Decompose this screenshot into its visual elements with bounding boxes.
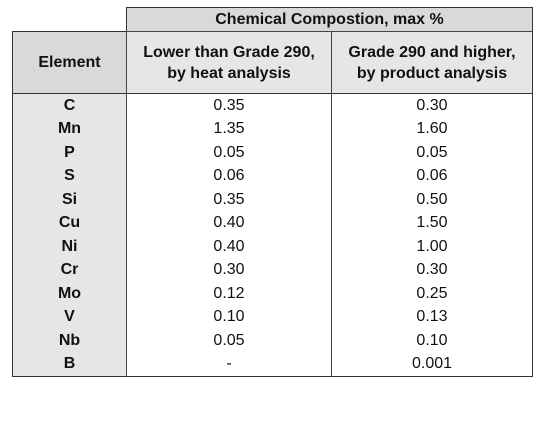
table-row: Mn 1.35 1.60	[12, 117, 533, 141]
element-cell: Cr	[12, 258, 127, 282]
element-cell: Mo	[12, 282, 127, 306]
blank-corner-cell	[12, 7, 127, 32]
higher-grade-header-line2: by product analysis	[356, 64, 508, 82]
heat-analysis-value: -	[126, 352, 332, 377]
header-row: Element Lower than Grade 290, by heat an…	[12, 31, 533, 94]
table-row: Cr 0.30 0.30	[12, 258, 533, 282]
element-cell: S	[12, 164, 127, 188]
chemical-composition-table: Chemical Compostion, max % Element Lower…	[12, 7, 533, 377]
heat-analysis-value: 0.40	[126, 211, 332, 235]
grade-290-and-higher-header: Grade 290 and higher, by product analysi…	[331, 31, 533, 94]
product-analysis-value: 0.10	[331, 329, 533, 353]
element-cell: Cu	[12, 211, 127, 235]
table-row: Cu 0.40 1.50	[12, 211, 533, 235]
product-analysis-value: 1.60	[331, 117, 533, 141]
table-row: Ni 0.40 1.00	[12, 235, 533, 259]
lower-than-grade-290-header: Lower than Grade 290, by heat analysis	[126, 31, 332, 94]
heat-analysis-value: 0.10	[126, 305, 332, 329]
higher-grade-header-line1: Grade 290 and higher,	[348, 43, 516, 61]
heat-analysis-value: 1.35	[126, 117, 332, 141]
title-row: Chemical Compostion, max %	[12, 7, 533, 32]
heat-analysis-value: 0.35	[126, 188, 332, 212]
table-title: Chemical Compostion, max %	[126, 7, 533, 32]
table-row: Nb 0.05 0.10	[12, 329, 533, 353]
element-cell: C	[12, 93, 127, 118]
table-row: S 0.06 0.06	[12, 164, 533, 188]
heat-analysis-value: 0.40	[126, 235, 332, 259]
heat-analysis-value: 0.06	[126, 164, 332, 188]
chemical-composition-table-container: Chemical Compostion, max % Element Lower…	[12, 7, 533, 418]
product-analysis-value: 1.50	[331, 211, 533, 235]
element-cell: B	[12, 352, 127, 377]
product-analysis-value: 0.13	[331, 305, 533, 329]
table-row: Si 0.35 0.50	[12, 188, 533, 212]
element-cell: Si	[12, 188, 127, 212]
product-analysis-value: 1.00	[331, 235, 533, 259]
table-row: B - 0.001	[12, 352, 533, 377]
product-analysis-value: 0.30	[331, 93, 533, 118]
element-cell: Nb	[12, 329, 127, 353]
element-column-header: Element	[12, 31, 127, 94]
element-cell: Ni	[12, 235, 127, 259]
product-analysis-value: 0.05	[331, 141, 533, 165]
heat-analysis-value: 0.35	[126, 93, 332, 118]
table-row: Mo 0.12 0.25	[12, 282, 533, 306]
product-analysis-value: 0.50	[331, 188, 533, 212]
product-analysis-value: 0.001	[331, 352, 533, 377]
table-row: V 0.10 0.13	[12, 305, 533, 329]
element-cell: Mn	[12, 117, 127, 141]
product-analysis-value: 0.25	[331, 282, 533, 306]
lower-grade-header-line2: by heat analysis	[167, 64, 291, 82]
element-cell: V	[12, 305, 127, 329]
product-analysis-value: 0.06	[331, 164, 533, 188]
heat-analysis-value: 0.12	[126, 282, 332, 306]
table-row: C 0.35 0.30	[12, 93, 533, 118]
heat-analysis-value: 0.05	[126, 141, 332, 165]
table-row: P 0.05 0.05	[12, 141, 533, 165]
element-cell: P	[12, 141, 127, 165]
heat-analysis-value: 0.30	[126, 258, 332, 282]
product-analysis-value: 0.30	[331, 258, 533, 282]
lower-grade-header-line1: Lower than Grade 290,	[143, 43, 315, 61]
heat-analysis-value: 0.05	[126, 329, 332, 353]
